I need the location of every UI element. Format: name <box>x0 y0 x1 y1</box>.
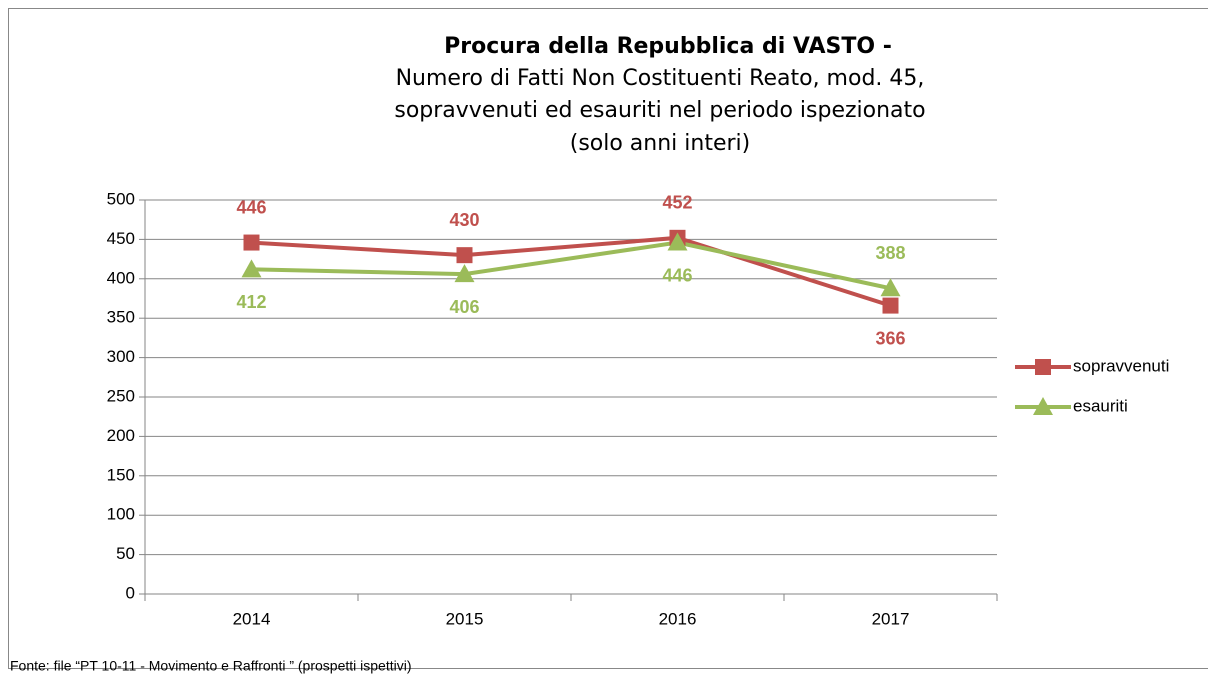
source-note: Fonte: file “PT 10-11 - Movimento e Raff… <box>10 658 412 674</box>
data-point <box>241 259 262 278</box>
x-tick-label: 2017 <box>872 609 910 628</box>
x-tick-label: 2014 <box>233 609 271 628</box>
data-point <box>667 232 688 251</box>
x-tick-label: 2016 <box>659 609 697 628</box>
data-label: 446 <box>662 265 692 285</box>
legend-marker <box>1035 359 1051 375</box>
data-label: 412 <box>236 292 266 312</box>
y-tick-label: 0 <box>126 583 135 602</box>
chart-frame <box>8 8 1208 669</box>
chart-subtitle: Numero di Fatti Non Costituenti Reato, m… <box>396 66 925 91</box>
data-point <box>880 278 901 297</box>
chart-title: Procura della Repubblica di VASTO - <box>444 34 892 59</box>
data-label: 388 <box>875 243 905 263</box>
y-tick-label: 50 <box>116 544 135 563</box>
data-label: 446 <box>236 197 266 217</box>
y-tick-label: 200 <box>107 426 135 445</box>
y-tick-label: 250 <box>107 386 135 405</box>
x-tick-label: 2015 <box>446 609 484 628</box>
data-label: 452 <box>662 193 692 213</box>
y-tick-label: 450 <box>107 229 135 248</box>
y-tick-label: 500 <box>107 189 135 208</box>
data-point <box>454 264 475 283</box>
y-tick-label: 300 <box>107 347 135 366</box>
y-tick-label: 150 <box>107 465 135 484</box>
data-point <box>456 247 473 264</box>
legend-label: sopravvenuti <box>1073 356 1169 375</box>
legend-label: esauriti <box>1073 396 1128 415</box>
data-label: 406 <box>449 297 479 317</box>
data-point <box>243 234 260 251</box>
data-point <box>882 297 899 314</box>
chart-subtitle: sopravvenuti ed esauriti nel periodo isp… <box>394 98 925 123</box>
y-tick-label: 100 <box>107 505 135 524</box>
y-tick-label: 350 <box>107 308 135 327</box>
legend-marker <box>1033 397 1053 415</box>
series-line <box>251 240 891 291</box>
data-label: 366 <box>875 328 905 348</box>
y-tick-label: 400 <box>107 268 135 287</box>
chart-subtitle: (solo anni interi) <box>570 131 751 156</box>
series-line <box>251 235 892 308</box>
data-label: 430 <box>449 210 479 230</box>
